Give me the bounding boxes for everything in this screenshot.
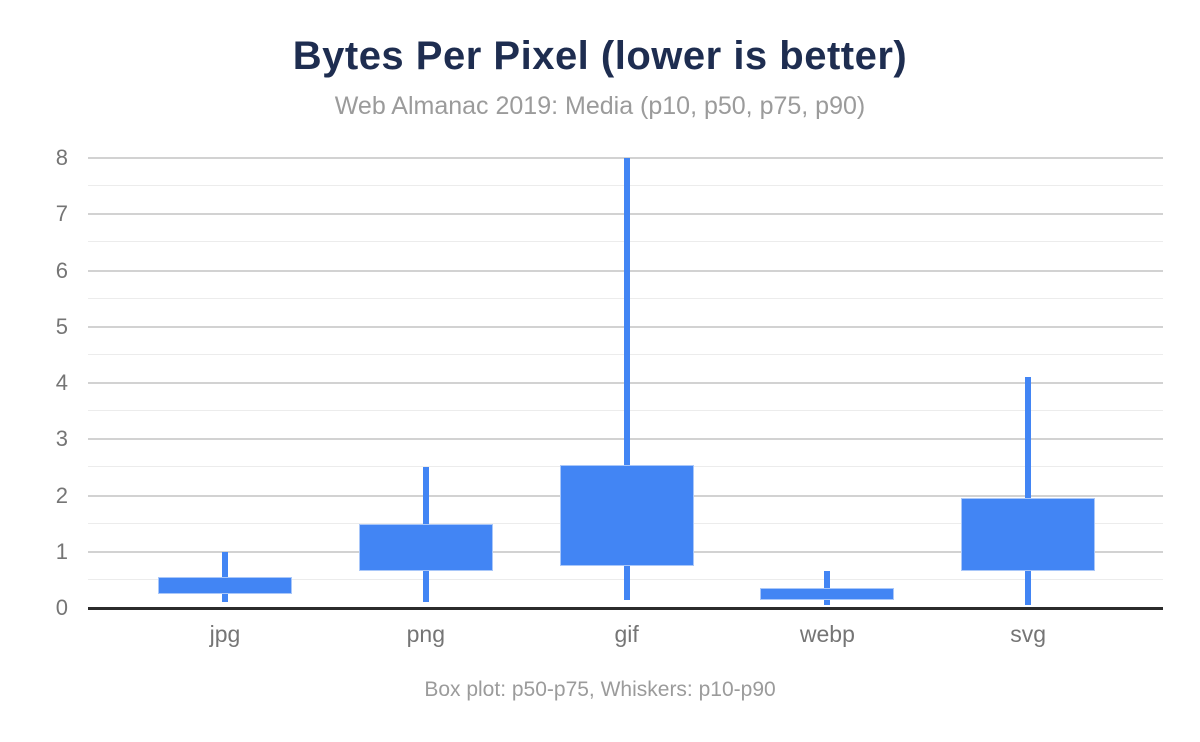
x-axis-category-label: webp bbox=[799, 621, 855, 647]
y-axis-tick-label: 4 bbox=[55, 370, 68, 395]
y-axis-tick-label: 0 bbox=[55, 595, 68, 620]
y-axis-tick-label: 1 bbox=[55, 538, 68, 564]
y-axis-tick-label: 8 bbox=[55, 145, 68, 170]
x-axis-category-label: gif bbox=[614, 621, 639, 647]
chart-subtitle: Web Almanac 2019: Media (p10, p50, p75, … bbox=[334, 92, 866, 120]
box-png[interactable] bbox=[358, 523, 493, 572]
y-axis-tick-label: 6 bbox=[55, 257, 68, 283]
box-webp[interactable] bbox=[760, 588, 895, 600]
chart-caption: Box plot: p50-p75, Whiskers: p10-p90 bbox=[424, 678, 776, 701]
y-axis-tick-label: 2 bbox=[55, 482, 68, 508]
y-axis-tick-label: 7 bbox=[55, 201, 68, 227]
x-axis-category-label: jpg bbox=[209, 621, 241, 647]
chart-title: Bytes Per Pixel (lower is better) bbox=[292, 34, 908, 78]
box-jpg[interactable] bbox=[158, 577, 292, 594]
x-axis-category-label: svg bbox=[1010, 621, 1047, 647]
box-gif[interactable] bbox=[559, 464, 694, 566]
whisker-gif[interactable] bbox=[623, 158, 630, 600]
y-axis-tick-label: 3 bbox=[55, 426, 68, 452]
x-axis-category-label: png bbox=[406, 621, 445, 647]
x-axis-line bbox=[88, 607, 1163, 610]
whisker-svg[interactable] bbox=[1025, 377, 1032, 606]
y-axis-tick-label: 5 bbox=[55, 313, 68, 339]
box-svg[interactable] bbox=[961, 498, 1096, 572]
